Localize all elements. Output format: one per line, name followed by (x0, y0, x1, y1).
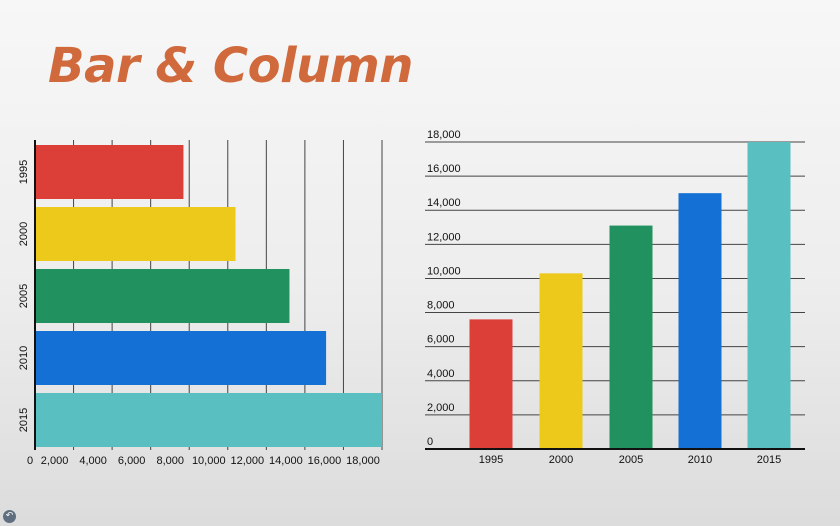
y-tick-label: 18,000 (427, 129, 461, 141)
y-tick-label: 6,000 (427, 334, 455, 346)
y-tick-label: 10,000 (427, 265, 461, 277)
column-2005 (609, 225, 653, 449)
column-1995 (469, 319, 513, 449)
category-label: 2000 (18, 222, 30, 246)
bar-1995 (35, 145, 184, 199)
bar-2015 (35, 393, 382, 447)
category-label: 2000 (549, 454, 573, 466)
column-2000 (539, 273, 583, 449)
x-tick-label: 14,000 (269, 455, 303, 467)
x-tick-label: 8,000 (156, 455, 184, 467)
x-tick-label: 2,000 (41, 455, 69, 467)
y-tick-label: 14,000 (427, 197, 461, 209)
y-tick-label: 0 (427, 436, 433, 448)
x-tick-label: 18,000 (346, 455, 380, 467)
x-tick-label: 0 (27, 455, 33, 467)
category-label: 2010 (18, 346, 30, 370)
y-tick-label: 16,000 (427, 163, 461, 175)
bar-2000 (35, 207, 236, 261)
x-tick-label: 6,000 (118, 455, 146, 467)
column-2010 (678, 193, 722, 449)
y-tick-label: 2,000 (427, 402, 455, 414)
category-label: 1995 (18, 160, 30, 184)
x-tick-label: 12,000 (231, 455, 265, 467)
category-label: 2010 (688, 454, 712, 466)
back-icon[interactable]: ↶ (3, 510, 16, 523)
category-label: 1995 (479, 454, 503, 466)
category-label: 2005 (18, 284, 30, 308)
y-tick-label: 8,000 (427, 300, 455, 312)
x-tick-label: 4,000 (79, 455, 107, 467)
category-label: 2015 (757, 454, 781, 466)
x-tick-label: 16,000 (308, 455, 342, 467)
category-label: 2015 (18, 408, 30, 432)
slide-title: Bar & Column (48, 38, 413, 94)
bar-2010 (35, 331, 327, 385)
column-2015 (747, 142, 791, 449)
x-tick-label: 10,000 (192, 455, 226, 467)
y-tick-label: 4,000 (427, 368, 455, 380)
bar-2005 (35, 269, 290, 323)
category-label: 2005 (619, 454, 643, 466)
y-tick-label: 12,000 (427, 231, 461, 243)
